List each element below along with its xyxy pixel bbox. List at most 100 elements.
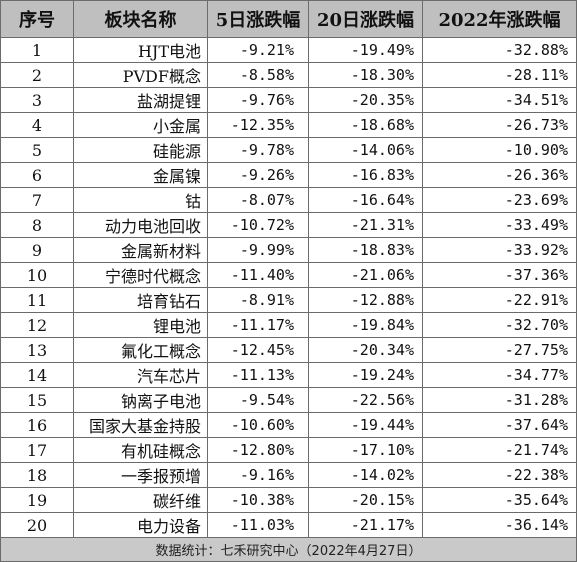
row-index: 16 <box>0 412 74 438</box>
sector-name: 一季报预增 <box>73 462 208 488</box>
table-row: 3 盐湖提锂 -9.76% -20.35% -34.51% <box>0 87 577 113</box>
sector-name: 培育钻石 <box>73 287 208 313</box>
change-20day: -21.31% <box>308 212 423 238</box>
row-index: 20 <box>0 512 74 538</box>
change-5day: -12.80% <box>207 437 309 463</box>
change-20day: -20.34% <box>308 337 423 363</box>
change-20day: -21.17% <box>308 512 423 538</box>
sector-name: 动力电池回收 <box>73 212 208 238</box>
change-2022: -34.51% <box>422 87 577 113</box>
change-5day: -11.03% <box>207 512 309 538</box>
change-5day: -9.78% <box>207 137 309 163</box>
change-5day: -10.38% <box>207 487 309 513</box>
change-20day: -22.56% <box>308 387 423 413</box>
row-index: 17 <box>0 437 74 463</box>
table-row: 8 动力电池回收 -10.72% -21.31% -33.49% <box>0 212 577 238</box>
table-row: 19 碳纤维 -10.38% -20.15% -35.64% <box>0 487 577 513</box>
change-5day: -9.16% <box>207 462 309 488</box>
row-index: 11 <box>0 287 74 313</box>
change-5day: -11.40% <box>207 262 309 288</box>
sector-name: 汽车芯片 <box>73 362 208 388</box>
change-20day: -21.06% <box>308 262 423 288</box>
change-20day: -14.06% <box>308 137 423 163</box>
table-row: 1 HJT电池 -9.21% -19.49% -32.88% <box>0 37 577 63</box>
change-20day: -14.02% <box>308 462 423 488</box>
header-row: 序号 板块名称 5日涨跌幅 20日涨跌幅 2022年涨跌幅 <box>0 0 577 38</box>
change-20day: -16.83% <box>308 162 423 188</box>
change-2022: -33.49% <box>422 212 577 238</box>
table-row: 13 氟化工概念 -12.45% -20.34% -27.75% <box>0 337 577 363</box>
change-20day: -12.88% <box>308 287 423 313</box>
table-row: 15 钠离子电池 -9.54% -22.56% -31.28% <box>0 387 577 413</box>
header-index: 序号 <box>0 0 74 38</box>
header-20day-change: 20日涨跌幅 <box>308 0 423 38</box>
change-2022: -32.88% <box>422 37 577 63</box>
table-row: 18 一季报预增 -9.16% -14.02% -22.38% <box>0 462 577 488</box>
change-5day: -10.60% <box>207 412 309 438</box>
change-2022: -37.64% <box>422 412 577 438</box>
sector-name: 硅能源 <box>73 137 208 163</box>
change-5day: -9.26% <box>207 162 309 188</box>
change-20day: -18.30% <box>308 62 423 88</box>
table-row: 4 小金属 -12.35% -18.68% -26.73% <box>0 112 577 138</box>
table-row: 7 钴 -8.07% -16.64% -23.69% <box>0 187 577 213</box>
change-2022: -35.64% <box>422 487 577 513</box>
sector-name: 氟化工概念 <box>73 337 208 363</box>
row-index: 12 <box>0 312 74 338</box>
change-2022: -36.14% <box>422 512 577 538</box>
change-2022: -22.91% <box>422 287 577 313</box>
row-index: 1 <box>0 37 74 63</box>
row-index: 8 <box>0 212 74 238</box>
change-5day: -8.91% <box>207 287 309 313</box>
table-row: 9 金属新材料 -9.99% -18.83% -33.92% <box>0 237 577 263</box>
sector-name: 国家大基金持股 <box>73 412 208 438</box>
change-20day: -19.44% <box>308 412 423 438</box>
change-20day: -20.15% <box>308 487 423 513</box>
row-index: 14 <box>0 362 74 388</box>
change-2022: -26.73% <box>422 112 577 138</box>
change-2022: -23.69% <box>422 187 577 213</box>
change-2022: -26.36% <box>422 162 577 188</box>
change-5day: -8.07% <box>207 187 309 213</box>
change-2022: -37.36% <box>422 262 577 288</box>
table-row: 6 金属镍 -9.26% -16.83% -26.36% <box>0 162 577 188</box>
change-5day: -12.35% <box>207 112 309 138</box>
change-2022: -28.11% <box>422 62 577 88</box>
header-2022-change: 2022年涨跌幅 <box>422 0 577 38</box>
table-row: 14 汽车芯片 -11.13% -19.24% -34.77% <box>0 362 577 388</box>
row-index: 2 <box>0 62 74 88</box>
change-20day: -18.83% <box>308 237 423 263</box>
row-index: 18 <box>0 462 74 488</box>
footer-row: 数据统计：七禾研究中心（2022年4月27日） <box>0 537 577 562</box>
change-20day: -16.64% <box>308 187 423 213</box>
sector-name: 宁德时代概念 <box>73 262 208 288</box>
change-2022: -10.90% <box>422 137 577 163</box>
table-footer: 数据统计：七禾研究中心（2022年4月27日） <box>0 537 577 562</box>
change-5day: -12.45% <box>207 337 309 363</box>
sector-name: 锂电池 <box>73 312 208 338</box>
change-20day: -19.24% <box>308 362 423 388</box>
change-5day: -10.72% <box>207 212 309 238</box>
change-20day: -19.49% <box>308 37 423 63</box>
row-index: 4 <box>0 112 74 138</box>
table-row: 5 硅能源 -9.78% -14.06% -10.90% <box>0 137 577 163</box>
table-row: 20 电力设备 -11.03% -21.17% -36.14% <box>0 512 577 538</box>
change-5day: -9.76% <box>207 87 309 113</box>
change-2022: -22.38% <box>422 462 577 488</box>
row-index: 10 <box>0 262 74 288</box>
sector-name: HJT电池 <box>73 37 208 63</box>
change-20day: -19.84% <box>308 312 423 338</box>
table-body: 1 HJT电池 -9.21% -19.49% -32.88% 2 PVDF概念 … <box>0 37 577 538</box>
change-2022: -32.70% <box>422 312 577 338</box>
table-row: 11 培育钻石 -8.91% -12.88% -22.91% <box>0 287 577 313</box>
change-5day: -9.99% <box>207 237 309 263</box>
sector-name: 电力设备 <box>73 512 208 538</box>
sector-name: 金属镍 <box>73 162 208 188</box>
change-2022: -33.92% <box>422 237 577 263</box>
change-2022: -27.75% <box>422 337 577 363</box>
table-row: 17 有机硅概念 -12.80% -17.10% -21.74% <box>0 437 577 463</box>
header-5day-change: 5日涨跌幅 <box>207 0 309 38</box>
row-index: 15 <box>0 387 74 413</box>
change-20day: -17.10% <box>308 437 423 463</box>
